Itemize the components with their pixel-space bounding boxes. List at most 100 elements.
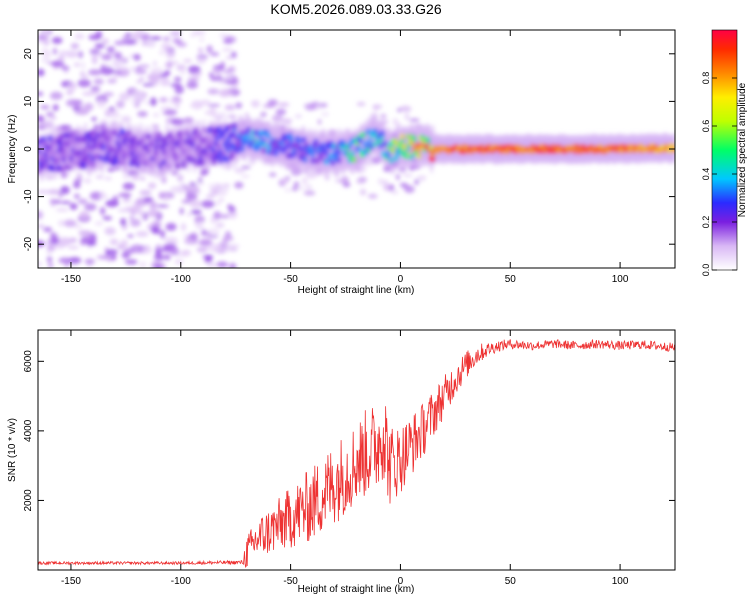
snr-y-ticks: 2000 4000 6000 — [23, 350, 675, 512]
noise-blob — [215, 222, 225, 229]
noise-blob — [225, 55, 233, 60]
noise-blob — [46, 256, 53, 263]
noise-blob — [73, 193, 80, 199]
spectrogram-y-tick-label: -10 — [23, 189, 34, 204]
noise-blob — [78, 230, 92, 238]
noise-blob — [118, 92, 131, 101]
noise-blob — [153, 254, 164, 261]
noise-blob — [199, 172, 206, 176]
noise-blob — [271, 114, 283, 122]
noise-blob — [185, 184, 200, 193]
snr-plot-area — [38, 330, 675, 570]
noise-blob — [181, 249, 191, 257]
noise-blob — [177, 174, 184, 182]
noise-blob — [183, 238, 194, 244]
noise-blob — [45, 111, 55, 118]
noise-blob — [159, 50, 164, 55]
noise-blob — [38, 261, 43, 267]
snr-y-label: SNR (10 * v/v) — [7, 418, 18, 482]
noise-blob — [135, 230, 149, 238]
noise-blob — [101, 37, 110, 45]
noise-blob — [160, 42, 172, 51]
noise-blob — [112, 72, 118, 80]
noise-blob — [101, 53, 113, 61]
noise-blob — [105, 199, 120, 208]
spectrogram-marks — [38, 30, 675, 268]
noise-blob — [116, 68, 130, 77]
noise-blob — [189, 200, 203, 208]
noise-blob — [79, 210, 90, 220]
noise-blob — [303, 190, 316, 196]
noise-blob — [95, 175, 104, 179]
noise-blob — [293, 181, 300, 188]
noise-blob — [185, 192, 198, 201]
spectrogram-y-label: Frequency (Hz) — [7, 115, 18, 184]
noise-blob — [147, 209, 161, 218]
noise-blob — [150, 225, 160, 234]
noise-blob — [224, 104, 236, 111]
noise-blob — [131, 97, 137, 106]
noise-blob — [395, 173, 401, 181]
noise-blob — [373, 105, 378, 111]
noise-blob — [84, 203, 97, 211]
noise-blob — [165, 222, 177, 231]
noise-blob — [63, 219, 77, 228]
snr-y-tick-label: 2000 — [23, 489, 34, 512]
noise-blob — [367, 193, 378, 199]
noise-blob — [40, 105, 50, 110]
noise-blob — [73, 178, 83, 182]
noise-blob — [319, 102, 328, 108]
noise-blob — [77, 198, 88, 205]
noise-blob — [196, 247, 208, 253]
colorbar-gradient — [711, 29, 738, 271]
spectrogram-y-tick-label: 10 — [23, 95, 34, 107]
noise-blob — [38, 91, 44, 97]
noise-blob — [120, 199, 133, 204]
noise-blob — [356, 102, 366, 107]
noise-blob — [127, 234, 134, 238]
noise-blob — [240, 174, 250, 178]
noise-blob — [47, 188, 62, 195]
noise-blob — [162, 36, 171, 42]
noise-blob — [222, 40, 233, 44]
noise-blob — [210, 76, 222, 82]
noise-blob — [41, 48, 49, 52]
noise-blob — [158, 97, 169, 103]
noise-blob — [172, 95, 181, 103]
noise-blob — [295, 186, 305, 190]
snr-y-tick-label: 6000 — [23, 350, 34, 373]
noise-blob — [139, 209, 145, 219]
noise-blob — [183, 58, 193, 63]
noise-blob — [399, 182, 408, 188]
noise-blob — [104, 227, 116, 236]
noise-blob — [305, 184, 313, 191]
noise-blob — [213, 70, 222, 75]
noise-blob — [137, 111, 148, 117]
noise-blob — [109, 106, 115, 111]
noise-blob — [65, 90, 74, 95]
noise-blob — [206, 263, 218, 267]
noise-blob — [57, 50, 71, 55]
noise-blob — [135, 79, 142, 84]
noise-blob — [42, 30, 49, 37]
noise-blob — [158, 191, 164, 200]
noise-blob — [175, 104, 180, 109]
noise-blob — [139, 261, 147, 268]
noise-blob — [219, 88, 234, 96]
snr-x-tick-label: -100 — [171, 576, 191, 587]
spectrogram-x-tick-label: -100 — [171, 274, 191, 285]
noise-blob — [107, 51, 114, 55]
noise-blob — [291, 186, 299, 192]
noise-blob — [275, 108, 287, 116]
noise-blob — [220, 214, 230, 219]
noise-blob — [105, 249, 118, 255]
noise-blob — [294, 113, 303, 119]
spectrogram-x-ticks: -150 -100 -50 0 50 100 — [61, 30, 629, 285]
noise-blob — [47, 263, 54, 268]
noise-blob — [179, 207, 184, 215]
noise-blob — [251, 99, 261, 108]
noise-blob — [214, 111, 227, 118]
noise-blob — [57, 219, 65, 227]
chart-title: KOM5.2026.089.03.33.G26 — [270, 1, 441, 17]
